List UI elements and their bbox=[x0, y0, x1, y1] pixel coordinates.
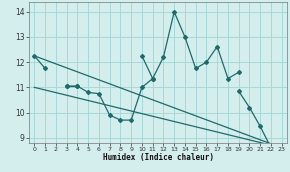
X-axis label: Humidex (Indice chaleur): Humidex (Indice chaleur) bbox=[103, 153, 213, 162]
